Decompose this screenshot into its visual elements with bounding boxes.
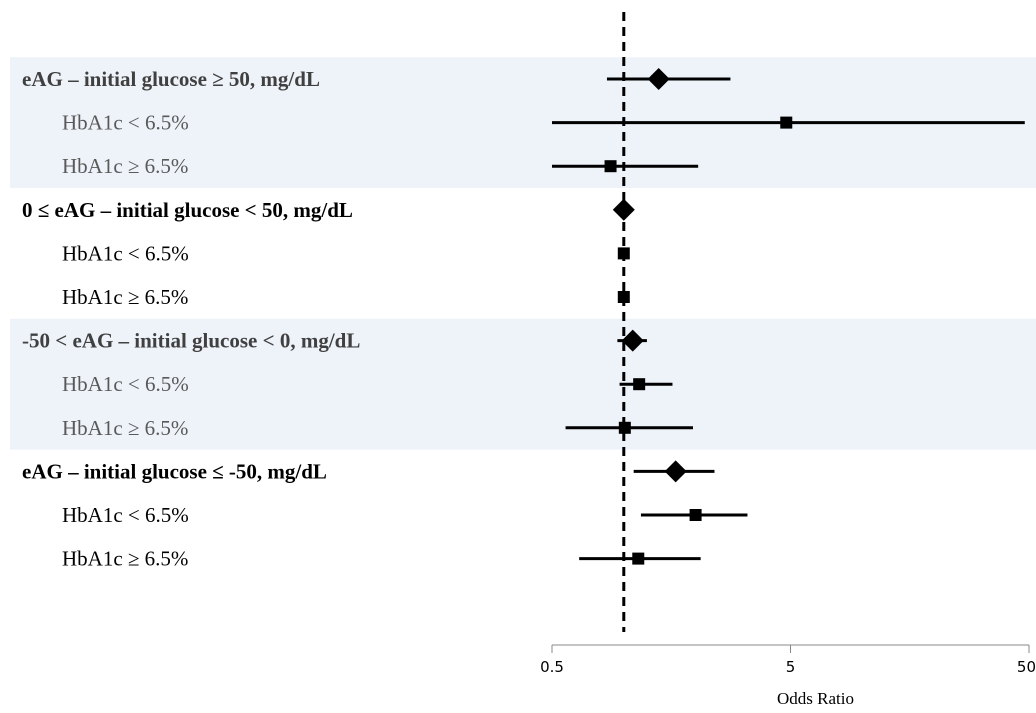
- subgroup-label: HbA1c < 6.5%: [62, 241, 189, 265]
- point-estimate-square: [780, 116, 793, 129]
- subgroup-label: HbA1c ≥ 6.5%: [62, 416, 188, 440]
- x-axis: 0.5 5 50 Odds Ratio: [540, 644, 1036, 708]
- group-label: -50 < eAG – initial glucose < 0, mg/dL: [22, 329, 360, 353]
- point-estimate-square: [633, 378, 646, 391]
- point-estimate-diamond: [612, 198, 635, 221]
- subgroup-label: HbA1c ≥ 6.5%: [62, 285, 188, 309]
- point-estimate-square: [617, 247, 630, 260]
- subgroup-label: HbA1c ≥ 6.5%: [62, 547, 188, 571]
- subgroup-label: HbA1c < 6.5%: [62, 372, 189, 396]
- shaded-band: [10, 318, 1036, 450]
- x-tick-label: 0.5: [540, 658, 564, 676]
- point-estimate-square: [689, 509, 702, 521]
- group-label: eAG – initial glucose ≥ 50, mg/dL: [22, 67, 320, 91]
- x-tick-label: 50: [1017, 658, 1036, 676]
- point-estimate-diamond: [664, 460, 687, 483]
- point-estimate-square: [618, 421, 631, 434]
- group-label: eAG – initial glucose ≤ -50, mg/dL: [22, 459, 327, 483]
- subgroup-label: HbA1c < 6.5%: [62, 111, 189, 135]
- group-label: 0 ≤ eAG – initial glucose < 50, mg/dL: [22, 198, 353, 222]
- point-estimate-square: [604, 160, 617, 173]
- x-tick-label: 5: [786, 658, 796, 676]
- row-label-layer: eAG – initial glucose ≥ 50, mg/dL HbA1c <…: [22, 67, 360, 571]
- subgroup-label: HbA1c < 6.5%: [62, 503, 189, 527]
- point-estimate-square: [632, 552, 645, 565]
- x-axis-title: Odds Ratio: [777, 689, 854, 708]
- point-estimate-square: [617, 291, 630, 303]
- subgroup-label: HbA1c ≥ 6.5%: [62, 154, 188, 178]
- marker-layer: [552, 68, 1025, 565]
- point-estimate-diamond: [621, 329, 644, 352]
- point-estimate-diamond: [647, 68, 670, 90]
